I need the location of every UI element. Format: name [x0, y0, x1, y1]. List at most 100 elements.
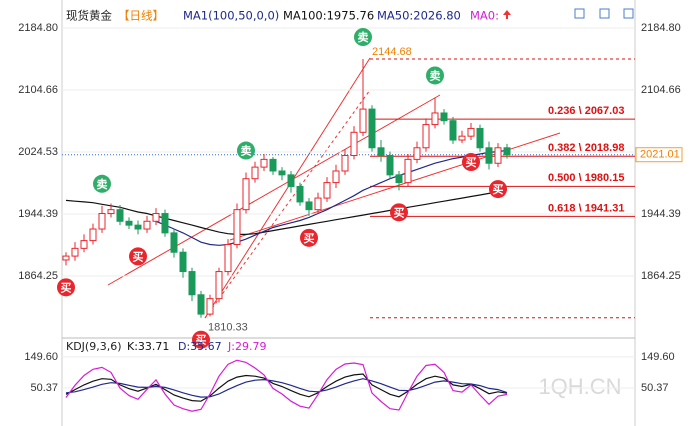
candle-body: [125, 220, 133, 226]
buy-label: 买: [133, 250, 144, 263]
candle-body: [89, 228, 97, 242]
buy-marker: [462, 153, 480, 172]
buy-label: 买: [493, 183, 504, 196]
candle-body: [386, 155, 394, 176]
candle-body: [206, 298, 214, 315]
channel-line: [204, 89, 371, 319]
channel-line: [204, 57, 371, 319]
y-tick-label: 1944.39: [18, 208, 58, 220]
candle-body: [170, 232, 178, 253]
sell-label: 卖: [430, 68, 441, 82]
sell-marker: [354, 28, 372, 47]
y-tick-label: 149.60: [641, 351, 675, 363]
fib-label: 0.618 \ 1941.31: [548, 202, 624, 214]
candle-body: [71, 247, 79, 257]
y-tick-label: 149.60: [24, 351, 58, 363]
candle-body: [350, 131, 358, 157]
candle-body: [161, 213, 169, 234]
sell-marker: [237, 141, 255, 160]
candle-body: [287, 174, 295, 187]
candle-body: [440, 112, 448, 122]
candle-body: [296, 185, 304, 203]
buy-label: 买: [196, 334, 207, 347]
candle-body: [242, 178, 250, 211]
candle-body: [458, 135, 466, 141]
buy-label: 买: [61, 281, 72, 294]
candle-body: [62, 255, 70, 261]
candle-body: [80, 240, 88, 249]
candle-body: [179, 251, 187, 273]
fib-label: 0.382 \ 2018.98: [548, 142, 624, 154]
y-tick-label: 1944.39: [641, 208, 681, 220]
buy-label: 买: [304, 232, 315, 245]
header-text: MA50:2026.80: [377, 9, 461, 23]
candle-body: [314, 197, 322, 211]
candle-body: [413, 147, 421, 160]
candle-body: [269, 158, 277, 172]
candle-body: [422, 124, 430, 149]
candle-body: [404, 158, 412, 184]
candle-body: [260, 158, 268, 168]
candle-body: [503, 147, 511, 156]
candle-body: [332, 170, 340, 184]
candle-body: [107, 209, 115, 215]
panel-header: KDJ(9,3,6): [66, 340, 122, 353]
candle-body: [134, 224, 142, 230]
buy-marker: [300, 228, 318, 247]
candle-body: [143, 220, 151, 230]
y-tick-label: 2024.53: [18, 146, 58, 158]
candle-body: [188, 271, 196, 296]
y-tick-label: 1864.25: [18, 270, 58, 282]
y-tick-label: 50.37: [641, 382, 669, 394]
buy-marker: [489, 180, 507, 199]
extreme-label: 2144.68: [372, 46, 412, 58]
fib-label: 0.500 \ 1980.15: [548, 172, 624, 184]
sell-label: 卖: [358, 30, 369, 44]
channel-line: [107, 94, 441, 286]
candle-body: [197, 294, 205, 315]
candle-body: [278, 170, 286, 176]
arrow-icon: [503, 10, 511, 19]
candle-body: [485, 147, 493, 164]
sell-marker: [93, 174, 111, 193]
fib-label: 0.236 \ 2067.03: [548, 105, 624, 117]
buy-marker: [57, 278, 75, 297]
line-series: [65, 359, 508, 412]
y-tick-label: 2104.66: [18, 84, 58, 96]
watermark: 1QH.CN: [538, 374, 621, 399]
buy-label: 买: [466, 156, 477, 169]
y-tick-label: 50.37: [30, 382, 58, 394]
candle-body: [431, 112, 439, 126]
candle-body: [341, 155, 349, 172]
icon[interactable]: [623, 8, 634, 19]
candle-body: [395, 174, 403, 184]
candle-body: [476, 127, 484, 149]
legend-entry: D:35.67: [178, 340, 222, 353]
candle-body: [449, 120, 457, 141]
y-tick-label: 1864.25: [641, 270, 681, 282]
extreme-label: 1810.33: [208, 322, 248, 334]
candle-body: [215, 271, 223, 300]
candle-body: [359, 108, 367, 133]
candle-body: [233, 209, 241, 245]
header-text: 【日线】: [118, 9, 164, 23]
candle-body: [305, 201, 313, 211]
sell-label: 卖: [241, 144, 252, 158]
line-series: [65, 189, 508, 235]
candle-body: [368, 108, 376, 149]
header-text: MA0:: [470, 9, 499, 23]
icon[interactable]: [574, 8, 585, 19]
header-text: MA100:1975.76: [283, 9, 374, 23]
sell-label: 卖: [97, 177, 108, 191]
candle-body: [323, 182, 331, 199]
buy-marker: [390, 203, 408, 222]
window-icons: [574, 8, 634, 19]
candle-body: [152, 213, 160, 222]
candle-body: [251, 166, 259, 180]
icon[interactable]: [599, 8, 610, 19]
legend-entry: J:29.79: [227, 340, 266, 353]
buy-label: 买: [394, 206, 405, 219]
candle-body: [116, 209, 124, 222]
candle-body: [467, 127, 475, 137]
